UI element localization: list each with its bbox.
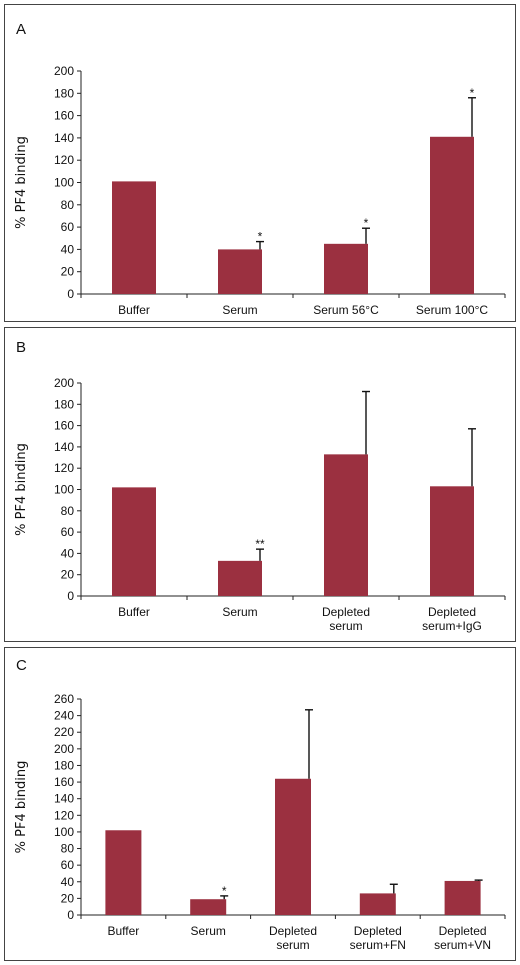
significance-marker: *	[364, 216, 369, 230]
y-axis-label: % PF4 binding	[14, 761, 29, 854]
x-category-label: Depleted	[439, 924, 487, 938]
panel-label: A	[16, 21, 26, 38]
y-tick-label: 200	[54, 376, 74, 390]
y-tick-label: 0	[67, 287, 74, 301]
x-category-label: Depleted	[428, 605, 476, 619]
chart-svg: C % PF4 binding 0 20 40 60 80 100 120 140 160 180 20…	[14, 657, 506, 952]
x-category-label: serum	[276, 938, 309, 952]
x-category-label: serum	[329, 619, 362, 633]
y-tick-label: 220	[54, 725, 74, 739]
y-tick-label: 20	[61, 265, 75, 279]
y-tick-label: 140	[54, 440, 74, 454]
x-category-label: Buffer	[107, 924, 139, 938]
bar	[190, 899, 227, 915]
y-tick-label: 80	[61, 504, 75, 518]
y-tick-label: 160	[54, 419, 74, 433]
panel-label: B	[16, 339, 26, 356]
panel-b: B % PF4 binding 0 20 40 60 80 100 120 140 160 180 20…	[4, 327, 516, 642]
y-tick-label: 180	[54, 397, 74, 411]
bar	[430, 486, 474, 596]
x-category-label: Serum	[222, 303, 257, 317]
bar	[324, 454, 368, 596]
y-tick-label: 180	[54, 758, 74, 772]
significance-marker: *	[222, 884, 227, 898]
x-category-label: Serum	[191, 924, 226, 938]
y-tick-label: 40	[61, 546, 75, 560]
x-category-label: Serum	[222, 605, 257, 619]
y-tick-label: 60	[61, 220, 75, 234]
y-tick-label: 200	[54, 64, 74, 78]
x-category-label: serum+FN	[350, 938, 406, 952]
y-tick-label: 120	[54, 461, 74, 475]
y-tick-label: 240	[54, 709, 74, 723]
y-tick-label: 160	[54, 775, 74, 789]
y-tick-label: 20	[61, 568, 75, 582]
bar	[218, 249, 262, 294]
significance-marker: **	[255, 537, 265, 551]
y-tick-label: 140	[54, 131, 74, 145]
significance-marker: *	[470, 86, 475, 100]
y-tick-label: 60	[61, 858, 75, 872]
y-tick-label: 160	[54, 109, 74, 123]
panel-a: A % PF4 binding 0 20 40 60 80 100 120 140 160 180 20…	[4, 4, 516, 322]
y-tick-label: 40	[61, 875, 75, 889]
y-tick-label: 40	[61, 242, 75, 256]
y-tick-label: 260	[54, 692, 74, 706]
y-tick-label: 80	[61, 842, 75, 856]
y-axis-label: % PF4 binding	[14, 443, 29, 536]
y-tick-label: 60	[61, 525, 75, 539]
x-category-label: Serum 56°C	[313, 303, 379, 317]
y-tick-label: 100	[54, 176, 74, 190]
bar	[218, 560, 262, 596]
y-tick-label: 80	[61, 198, 75, 212]
x-category-label: serum+IgG	[422, 619, 482, 633]
y-tick-label: 180	[54, 86, 74, 100]
y-tick-label: 140	[54, 792, 74, 806]
x-category-label: Depleted	[322, 605, 370, 619]
bar	[359, 893, 396, 915]
bar	[275, 778, 311, 915]
y-tick-label: 100	[54, 825, 74, 839]
bar	[430, 136, 474, 294]
x-category-label: Buffer	[118, 303, 150, 317]
y-tick-label: 120	[54, 808, 74, 822]
bar	[324, 243, 368, 294]
panel-label: C	[16, 657, 27, 674]
panel-c: C % PF4 binding 0 20 40 60 80 100 120 140 160 180 20…	[4, 647, 516, 961]
bar	[444, 880, 481, 915]
chart-svg: A % PF4 binding 0 20 40 60 80 100 120 140 160 180 20…	[14, 21, 506, 317]
y-tick-label: 120	[54, 153, 74, 167]
y-axis-label: % PF4 binding	[14, 136, 29, 229]
bar	[112, 181, 156, 294]
chart-svg: B % PF4 binding 0 20 40 60 80 100 120 140 160 180 20…	[14, 339, 506, 633]
x-category-label: Buffer	[118, 605, 150, 619]
y-tick-label: 200	[54, 742, 74, 756]
bar	[105, 830, 142, 915]
x-category-label: Depleted	[354, 924, 402, 938]
significance-marker: *	[258, 230, 263, 244]
y-tick-label: 100	[54, 483, 74, 497]
bar	[112, 487, 156, 596]
y-tick-label: 0	[67, 908, 74, 922]
x-category-label: Serum 100°C	[416, 303, 488, 317]
y-tick-label: 20	[61, 891, 75, 905]
x-category-label: serum+VN	[434, 938, 491, 952]
x-category-label: Depleted	[269, 924, 317, 938]
y-tick-label: 0	[67, 589, 74, 603]
